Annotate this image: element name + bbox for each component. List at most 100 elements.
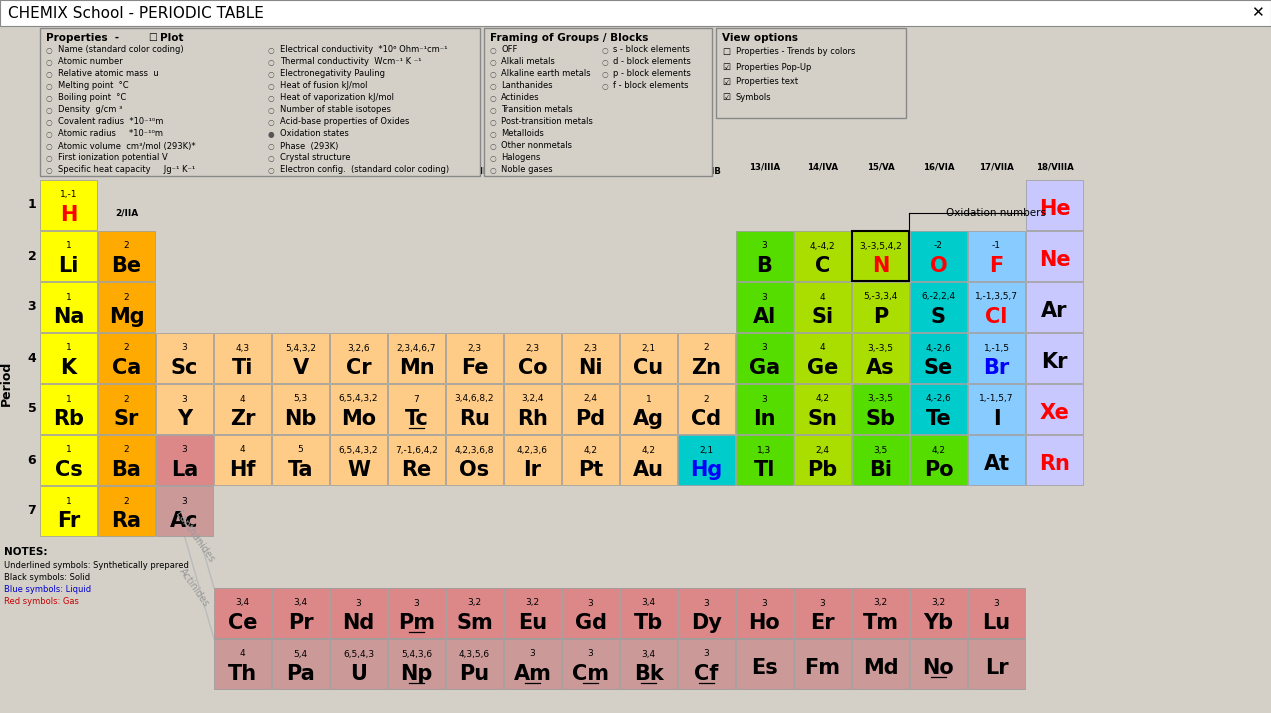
Text: Ce: Ce: [228, 613, 257, 633]
Bar: [620, 435, 677, 485]
Text: Am: Am: [513, 664, 552, 684]
Text: Po: Po: [924, 460, 953, 480]
Text: 3: 3: [28, 300, 37, 314]
Text: K: K: [61, 358, 76, 378]
Bar: [214, 384, 271, 434]
Text: Kr: Kr: [1041, 352, 1068, 372]
Text: 1/IA: 1/IA: [58, 163, 78, 172]
Text: 3: 3: [356, 598, 361, 607]
Text: Dy: Dy: [691, 613, 722, 633]
Text: 1: 1: [28, 198, 37, 212]
Text: 3: 3: [704, 650, 709, 659]
Bar: [156, 384, 214, 434]
Text: Be: Be: [112, 256, 141, 276]
Bar: [446, 384, 503, 434]
Text: Crystal structure: Crystal structure: [280, 153, 351, 163]
Text: Se: Se: [924, 358, 953, 378]
Text: Al: Al: [752, 307, 777, 327]
Text: In: In: [754, 409, 775, 429]
Text: 1: 1: [646, 394, 651, 404]
Text: Nb: Nb: [285, 409, 316, 429]
Text: Mn: Mn: [399, 358, 435, 378]
Text: Density  g/cm ³: Density g/cm ³: [58, 106, 122, 115]
Text: 2,4: 2,4: [816, 446, 830, 454]
Bar: [0, 0, 1271, 26]
Text: ○: ○: [491, 141, 497, 150]
Text: Cu: Cu: [633, 358, 663, 378]
Text: Underlined symbols: Synthetically prepared: Underlined symbols: Synthetically prepar…: [4, 561, 189, 570]
Text: 1,-1,5,7: 1,-1,5,7: [979, 394, 1014, 404]
Text: 3: 3: [413, 598, 419, 607]
Text: 4: 4: [240, 446, 245, 454]
Text: 5,-3,3,4: 5,-3,3,4: [863, 292, 897, 302]
Bar: [505, 639, 561, 689]
Bar: [562, 435, 619, 485]
Text: Black symbols: Solid: Black symbols: Solid: [4, 573, 90, 582]
Text: Es: Es: [751, 658, 778, 678]
Text: 13/IIIA: 13/IIIA: [749, 163, 780, 172]
Text: 3,-3,5,4,2: 3,-3,5,4,2: [859, 242, 902, 250]
Text: Cf: Cf: [694, 664, 718, 684]
Text: Red symbols: Gas: Red symbols: Gas: [4, 597, 79, 606]
Text: 3: 3: [587, 650, 594, 659]
Bar: [910, 282, 967, 332]
Text: As: As: [867, 358, 895, 378]
Text: Sb: Sb: [866, 409, 896, 429]
Bar: [330, 639, 386, 689]
Bar: [736, 333, 793, 383]
Text: Pt: Pt: [578, 460, 604, 480]
Text: 1,-1,3,5,7: 1,-1,3,5,7: [975, 292, 1018, 302]
Text: ☑: ☑: [722, 63, 730, 71]
Text: 2: 2: [123, 344, 130, 352]
Text: -1: -1: [991, 242, 1002, 250]
Text: 2: 2: [123, 394, 130, 404]
Bar: [272, 435, 329, 485]
Text: Phase  (293K): Phase (293K): [280, 141, 338, 150]
Text: 10/VIII: 10/VIII: [574, 167, 606, 175]
Bar: [388, 588, 445, 638]
Text: Heat of fusion kJ/mol: Heat of fusion kJ/mol: [280, 81, 367, 91]
Text: 3: 3: [761, 242, 768, 250]
Bar: [794, 282, 852, 332]
Text: 3: 3: [761, 292, 768, 302]
Text: 1,-1,5: 1,-1,5: [984, 344, 1009, 352]
Text: 2: 2: [704, 394, 709, 404]
Text: ○: ○: [46, 69, 52, 78]
Bar: [214, 333, 271, 383]
Text: 1: 1: [66, 446, 71, 454]
Text: Relative atomic mass  u: Relative atomic mass u: [58, 69, 159, 78]
Bar: [98, 333, 155, 383]
Text: 2: 2: [123, 446, 130, 454]
Text: 3,-3,5: 3,-3,5: [868, 344, 894, 352]
Bar: [620, 384, 677, 434]
Text: 3: 3: [761, 394, 768, 404]
Text: Gd: Gd: [574, 613, 606, 633]
Text: 2: 2: [123, 496, 130, 506]
Text: Pd: Pd: [576, 409, 605, 429]
Text: Covalent radius  *10⁻¹⁰m: Covalent radius *10⁻¹⁰m: [58, 118, 164, 126]
Text: 3,5: 3,5: [873, 446, 887, 454]
Bar: [969, 639, 1024, 689]
Text: ○: ○: [268, 46, 275, 54]
Bar: [677, 435, 735, 485]
Text: Sc: Sc: [170, 358, 198, 378]
Text: 4,-2,6: 4,-2,6: [925, 394, 952, 404]
Text: Lu: Lu: [982, 613, 1010, 633]
Text: ☑: ☑: [722, 93, 730, 101]
Text: Number of stable isotopes: Number of stable isotopes: [280, 106, 391, 115]
Text: At: At: [984, 454, 1009, 474]
Text: Hf: Hf: [229, 460, 255, 480]
Text: Ra: Ra: [112, 511, 141, 531]
Text: Properties  -: Properties -: [46, 33, 123, 43]
Text: 2: 2: [123, 292, 130, 302]
Text: Br: Br: [984, 358, 1009, 378]
Text: 3,4,6,8,2: 3,4,6,8,2: [455, 394, 494, 404]
Text: 1: 1: [66, 292, 71, 302]
Text: Boiling point  °C: Boiling point °C: [58, 93, 126, 103]
Text: Li: Li: [58, 256, 79, 276]
Text: 4,2,3,6: 4,2,3,6: [517, 446, 548, 454]
Bar: [1026, 180, 1083, 230]
Bar: [794, 435, 852, 485]
Text: Atomic radius     *10⁻¹⁰m: Atomic radius *10⁻¹⁰m: [58, 130, 163, 138]
Text: 4,2: 4,2: [642, 446, 656, 454]
